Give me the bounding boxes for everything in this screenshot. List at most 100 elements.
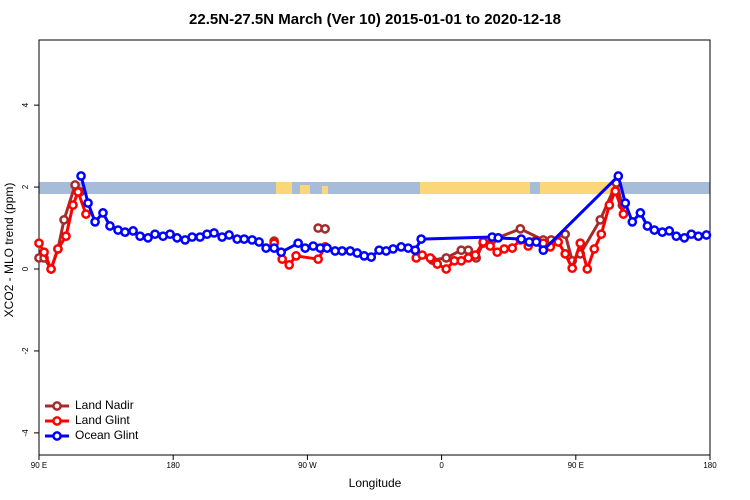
data-point	[313, 254, 323, 265]
x-tick-label: 180	[167, 461, 181, 470]
data-point	[239, 234, 250, 244]
data-point	[76, 171, 86, 181]
data-point	[441, 253, 452, 263]
data-point	[337, 246, 347, 256]
data-point	[642, 221, 653, 231]
x-tick-label: 90 W	[298, 461, 317, 470]
data-point	[595, 214, 606, 225]
data-point	[98, 208, 108, 218]
data-point	[613, 171, 624, 181]
x-axis-label: Longitude	[349, 476, 402, 490]
data-point	[187, 232, 197, 242]
land-strip	[540, 182, 615, 194]
data-point	[300, 243, 311, 253]
data-point	[105, 221, 115, 231]
data-point	[61, 231, 71, 242]
data-point	[679, 233, 690, 243]
data-point	[39, 247, 49, 258]
data-point	[284, 260, 295, 270]
data-point	[73, 187, 83, 197]
data-point	[485, 241, 496, 251]
data-point	[567, 263, 578, 274]
data-point	[410, 245, 421, 256]
legend-label: Land Glint	[75, 413, 130, 427]
data-point	[618, 209, 629, 219]
data-point	[150, 229, 160, 240]
data-point	[575, 238, 586, 249]
y-tick-label: 4	[21, 102, 30, 107]
data-point	[516, 234, 527, 244]
data-point	[224, 230, 234, 240]
data-point	[261, 243, 271, 253]
data-point	[515, 224, 526, 234]
plot-frame	[38, 39, 711, 456]
data-point	[320, 224, 330, 234]
y-tick-label: -2	[21, 347, 30, 355]
legend-marker	[52, 431, 62, 441]
data-point	[531, 237, 542, 247]
legend-marker	[52, 401, 62, 411]
data-point	[293, 238, 304, 249]
data-point	[165, 229, 175, 240]
data-point	[209, 228, 219, 238]
data-point	[635, 208, 646, 218]
data-point	[90, 217, 100, 227]
data-point	[693, 231, 704, 242]
data-point	[81, 209, 91, 219]
data-point	[291, 251, 301, 261]
legend-label: Ocean Glint	[75, 428, 139, 442]
data-point	[604, 200, 615, 210]
data-point	[627, 217, 638, 227]
data-point	[538, 245, 549, 256]
legend-marker	[52, 416, 62, 426]
data-point	[610, 186, 621, 197]
data-point	[560, 248, 571, 259]
y-tick-label: -4	[21, 429, 30, 437]
chart-title: 22.5N-27.5N March (Ver 10) 2015-01-01 to…	[189, 11, 561, 28]
data-point	[83, 198, 93, 208]
data-point	[701, 230, 712, 240]
data-point	[507, 243, 518, 253]
data-point	[582, 264, 593, 274]
data-point	[135, 231, 145, 242]
data-point	[417, 250, 428, 260]
x-tick-label: 180	[703, 461, 717, 470]
data-point	[53, 244, 63, 254]
data-point	[172, 233, 182, 243]
data-point	[553, 237, 564, 247]
data-point	[620, 198, 631, 208]
data-point	[671, 231, 682, 242]
data-point	[470, 250, 481, 260]
data-point	[46, 264, 56, 274]
data-point	[425, 253, 436, 263]
data-point	[68, 200, 78, 210]
data-point	[59, 214, 69, 225]
data-point	[34, 238, 44, 249]
data-point	[664, 226, 675, 236]
land-strip	[420, 182, 530, 194]
data-point	[649, 225, 660, 235]
data-point	[432, 259, 443, 269]
data-point	[143, 233, 153, 243]
series-line	[39, 178, 624, 273]
data-point	[322, 243, 332, 253]
map-strip	[39, 182, 710, 194]
data-point	[589, 244, 600, 254]
data-point	[128, 226, 138, 236]
data-point	[499, 244, 510, 254]
x-tick-label: 90 E	[568, 461, 584, 470]
data-point	[276, 247, 287, 258]
land-strip	[322, 186, 328, 194]
data-point	[416, 234, 427, 244]
data-point	[596, 229, 607, 240]
x-tick-label: 0	[439, 461, 444, 470]
data-point	[463, 245, 474, 256]
data-point	[493, 233, 504, 243]
data-point	[120, 227, 130, 237]
data-point	[388, 244, 398, 254]
data-point	[254, 237, 264, 247]
data-point	[441, 264, 452, 274]
x-tick-label: 90 E	[31, 461, 47, 470]
